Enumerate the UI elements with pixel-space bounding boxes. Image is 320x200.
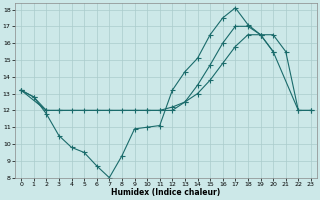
X-axis label: Humidex (Indice chaleur): Humidex (Indice chaleur) — [111, 188, 221, 197]
